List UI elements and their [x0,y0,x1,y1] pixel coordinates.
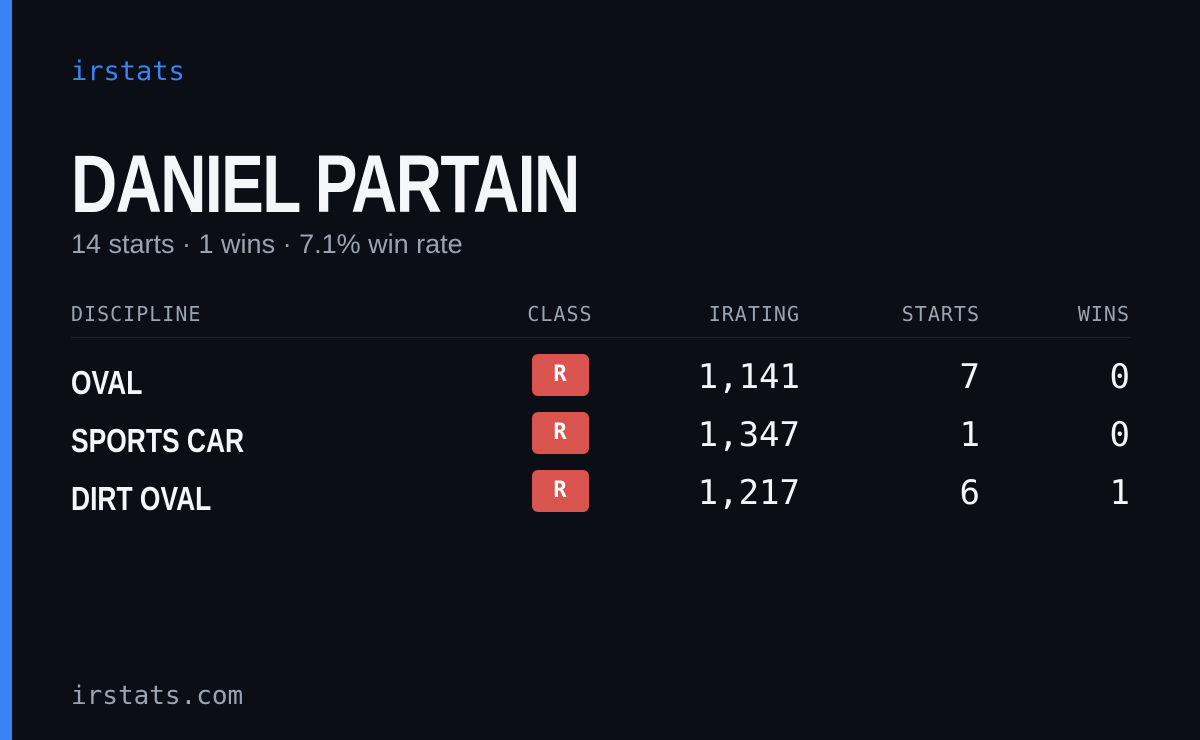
starts: 1 [959,415,980,455]
column-header: WINS [1077,302,1130,326]
wins: 0 [1109,415,1130,455]
discipline: SPORTS CAR [71,422,245,459]
class-badge: R [531,412,589,454]
wins: 0 [1109,357,1130,397]
starts: 6 [959,473,980,513]
irating: 1,217 [697,473,800,513]
class-badge: R [531,354,589,396]
driver-name: DANIEL PARTAIN [71,139,580,230]
accent-bar [0,0,12,740]
wins: 1 [1109,473,1130,513]
column-header: STARTS [901,302,980,326]
header-rule [71,337,1130,338]
footer: irstats.com [71,681,244,711]
class-badge: R [531,470,589,512]
column-header: DISCIPLINE [71,302,202,326]
brand: irstats [71,56,185,87]
irating: 1,347 [697,415,800,455]
discipline: OVAL [71,364,143,401]
discipline: DIRT OVAL [71,480,212,517]
column-header: IRATING [708,302,800,326]
starts: 7 [959,357,980,397]
irating: 1,141 [697,357,800,397]
driver-summary: 14 starts · 1 wins · 7.1% win rate [71,229,463,259]
column-header: CLASS [527,302,593,326]
